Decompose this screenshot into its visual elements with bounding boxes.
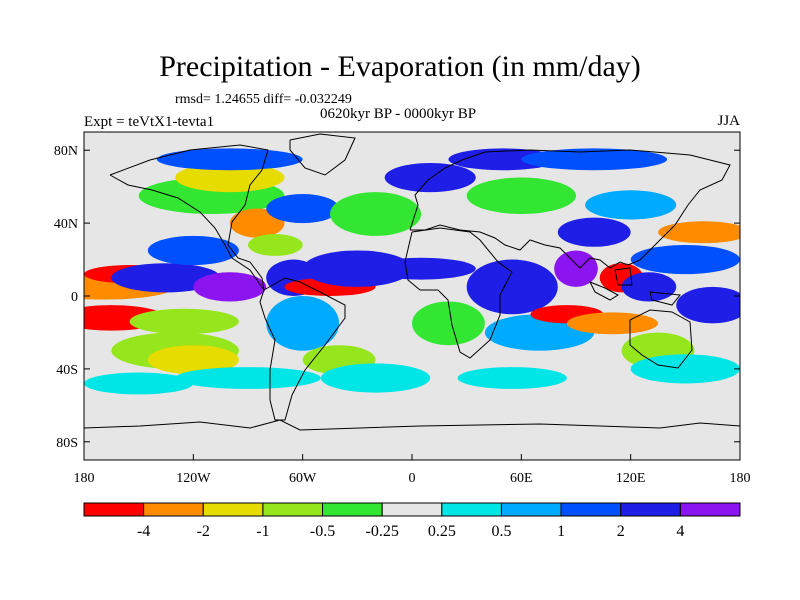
field-region-39 [658,221,740,244]
north-america-coastline [109,144,269,291]
field-region-27 [466,259,558,315]
x-tick-label: 60E [510,471,533,486]
field-region-18 [302,250,413,287]
field-region-33 [557,217,631,247]
chart-title: Precipitation - Evaporation (in mm/day) [159,50,641,83]
field-region-6 [84,372,194,395]
field-region-37 [585,190,677,220]
colorbar-box [620,502,681,517]
colorbar-label: 0.25 [428,523,456,540]
field-region-12 [229,208,285,238]
colorbar-box [143,502,204,517]
field-region-5 [147,345,239,375]
field-region-23 [366,257,476,280]
x-axis: 180 120W 60W 0 60E 120E 180 [74,454,751,486]
stats-label: rmsd= 1.24655 diff= -0.032249 [175,92,352,107]
x-tick-label: 180 [730,471,751,486]
field-region-40 [630,244,740,275]
x-tick-label: 120E [616,471,646,486]
colorbar-box [679,502,741,517]
colorbar-label: -4 [137,523,150,540]
antarctica-coastline [84,419,740,431]
field-layer [84,148,740,395]
x-tick-label: 0 [409,471,416,486]
field-region-24 [412,301,485,346]
colorbar-box [500,502,562,517]
colorbar-label: -0.5 [310,523,335,540]
y-tick-label: 40S [56,363,78,378]
field-region-14 [266,193,340,224]
period-label: 0620kyr BP - 0000kyr BP [320,106,477,122]
south-america-coastline [259,277,346,421]
eurasia-coastline [409,149,731,269]
colorbar-box [560,502,622,517]
x-tick-label: 60W [289,471,317,486]
y-tick-label: 0 [71,290,78,305]
experiment-label: Expt = teVtX1-tevta1 [84,114,215,130]
colorbar-label: -2 [197,523,210,540]
colorbar-box [441,502,502,517]
colorbar-label: -1 [256,523,269,540]
field-region-26 [466,177,576,214]
field-region-25 [448,148,558,171]
field-region-21 [320,363,431,393]
field-region-35 [621,272,677,302]
africa-coastline [404,227,513,359]
colorbar-box [202,502,264,517]
greenland-coastline [289,133,356,176]
field-region-43 [175,367,321,389]
field-region-16 [266,296,340,351]
colorbar-box [381,502,443,517]
field-region-3 [129,308,239,335]
field-region-32 [554,250,598,287]
field-region-8 [147,235,239,266]
maritime-continent-coastline [588,267,681,306]
colorbar-label: 4 [676,523,684,540]
field-region-38 [521,148,668,171]
x-tick-label: 180 [74,471,95,486]
colorbar-box [83,502,145,517]
field-region-30 [457,367,567,389]
field-region-44 [156,148,303,171]
y-tick-label: 40N [54,217,78,232]
field-region-22 [384,162,476,193]
y-tick-label: 80N [54,144,78,159]
colorbar-label: -0.25 [366,523,399,540]
field-region-13 [248,234,303,256]
field-region-11 [175,162,285,193]
colorbar-box [262,502,324,517]
colorbar-label: 1 [557,523,565,540]
x-tick-label: 120W [176,471,211,486]
field-region-31 [566,312,658,335]
y-axis: 80N 40N 0 40S 80S [54,144,740,451]
colorbar-box [322,502,383,517]
field-region-42 [630,354,740,384]
season-label: JJA [717,113,740,129]
colorbar-label: 2 [617,523,625,540]
y-tick-label: 80S [56,436,78,451]
colorbar: -4 -2 -1 -0.5 -0.25 0.25 0.5 1 2 4 [83,502,741,540]
field-region-9 [193,272,267,302]
coastlines [84,133,740,431]
field-region-41 [676,286,740,324]
australia-coastline [629,309,693,369]
colorbar-label: 0.5 [491,523,511,540]
field-region-20 [330,192,422,236]
field-region-7 [111,263,221,293]
